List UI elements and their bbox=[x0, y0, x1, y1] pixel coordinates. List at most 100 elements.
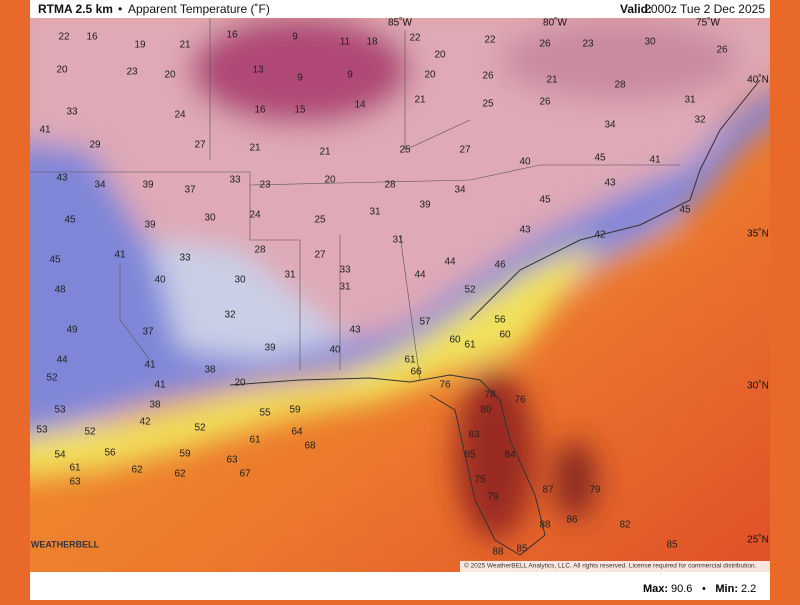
station-value: 40 bbox=[329, 345, 341, 356]
station-value: 32 bbox=[224, 310, 236, 321]
station-value: 62 bbox=[131, 465, 143, 476]
copyright: © 2025 WeatherBELL Analytics, LLC. All r… bbox=[464, 562, 757, 570]
station-value: 23 bbox=[259, 180, 271, 191]
valid-time: 2000z Tue 2 Dec 2025 bbox=[644, 2, 765, 16]
station-value: 42 bbox=[139, 417, 151, 428]
footer-bar bbox=[30, 572, 770, 600]
station-value: 31 bbox=[684, 95, 696, 106]
station-value: 33 bbox=[66, 107, 78, 118]
station-value: 21 bbox=[179, 40, 191, 51]
station-value: 21 bbox=[319, 147, 331, 158]
station-value: 30 bbox=[204, 213, 216, 224]
station-value: 45 bbox=[679, 205, 691, 216]
station-value: 22 bbox=[484, 35, 496, 46]
station-value: 29 bbox=[89, 140, 101, 151]
station-value: 61 bbox=[69, 463, 81, 474]
station-value: 18 bbox=[366, 37, 378, 48]
station-value: 16 bbox=[226, 30, 238, 41]
station-value: 64 bbox=[291, 427, 303, 438]
station-value: 23 bbox=[126, 67, 138, 78]
station-value: 49 bbox=[66, 325, 78, 336]
station-value: 23 bbox=[582, 39, 594, 50]
station-value: 27 bbox=[314, 250, 326, 261]
longitude-label: 75˚W bbox=[696, 17, 720, 29]
station-value: 52 bbox=[194, 423, 206, 434]
station-value: 33 bbox=[339, 265, 351, 276]
station-value: 19 bbox=[134, 40, 146, 51]
latitude-label: 25˚N bbox=[747, 534, 769, 546]
station-value: 85 bbox=[666, 540, 678, 551]
separator: • bbox=[118, 2, 122, 16]
station-value: 34 bbox=[454, 185, 466, 196]
station-value: 22 bbox=[409, 33, 421, 44]
station-value: 31 bbox=[392, 235, 404, 246]
station-value: 14 bbox=[354, 100, 366, 111]
map-area bbox=[30, 18, 770, 572]
station-value: 25 bbox=[482, 99, 494, 110]
station-value: 85 bbox=[464, 450, 476, 461]
station-value: 45 bbox=[594, 153, 606, 164]
station-value: 42 bbox=[594, 230, 606, 241]
station-value: 88 bbox=[539, 520, 551, 531]
station-value: 59 bbox=[179, 449, 191, 460]
station-value: 79 bbox=[487, 492, 499, 503]
separator: • bbox=[702, 583, 706, 595]
station-value: 68 bbox=[304, 441, 316, 452]
state-borders bbox=[30, 18, 680, 381]
station-value: 20 bbox=[434, 50, 446, 61]
station-value: 20 bbox=[56, 65, 68, 76]
station-value: 41 bbox=[114, 250, 126, 261]
station-value: 26 bbox=[482, 71, 494, 82]
station-value: 20 bbox=[164, 70, 176, 81]
station-value: 37 bbox=[184, 185, 196, 196]
station-value: 25 bbox=[314, 215, 326, 226]
station-value: 43 bbox=[604, 178, 616, 189]
station-value: 24 bbox=[249, 210, 261, 221]
coastline bbox=[229, 374, 546, 556]
station-value: 39 bbox=[142, 180, 154, 191]
station-value: 80 bbox=[480, 405, 492, 416]
station-value: 78 bbox=[484, 390, 496, 401]
station-value: 40 bbox=[519, 157, 531, 168]
latitude-label: 35˚N bbox=[747, 228, 769, 240]
station-value: 75 bbox=[474, 475, 486, 486]
station-value: 31 bbox=[369, 207, 381, 218]
station-value: 53 bbox=[36, 425, 48, 436]
station-value: 41 bbox=[154, 380, 166, 391]
station-value: 45 bbox=[49, 255, 61, 266]
station-value: 21 bbox=[546, 75, 558, 86]
station-value: 62 bbox=[174, 469, 186, 480]
station-value: 30 bbox=[644, 37, 656, 48]
station-value: 34 bbox=[604, 120, 616, 131]
station-value: 45 bbox=[539, 195, 551, 206]
product-name: Apparent Temperature (˚F) bbox=[128, 2, 270, 16]
station-value: 55 bbox=[259, 408, 271, 419]
station-value: 54 bbox=[54, 450, 66, 461]
station-value: 60 bbox=[449, 335, 461, 346]
station-value: 38 bbox=[149, 400, 161, 411]
station-value: 27 bbox=[194, 140, 206, 151]
temperature-field bbox=[30, 18, 770, 540]
station-value: 20 bbox=[234, 378, 246, 389]
station-value: 76 bbox=[439, 380, 451, 391]
model-name: RTMA 2.5 km bbox=[38, 2, 113, 16]
station-value: 28 bbox=[384, 180, 396, 191]
station-value: 83 bbox=[468, 430, 480, 441]
coastline bbox=[469, 79, 761, 321]
station-value: 44 bbox=[56, 355, 68, 366]
latitude-label: 30˚N bbox=[747, 380, 769, 392]
max-value: 90.6 bbox=[671, 583, 692, 595]
min-label: Min: bbox=[715, 583, 738, 595]
station-value: 56 bbox=[494, 315, 506, 326]
station-value: 20 bbox=[424, 70, 436, 81]
station-value: 26 bbox=[716, 45, 728, 56]
longitude-label: 80˚W bbox=[543, 17, 567, 29]
station-value: 52 bbox=[46, 373, 58, 384]
station-value: 88 bbox=[492, 547, 504, 558]
station-value: 9 bbox=[297, 73, 303, 84]
station-value: 15 bbox=[294, 105, 306, 116]
station-value: 37 bbox=[142, 327, 154, 338]
valid-label: Valid: bbox=[620, 2, 652, 16]
station-value: 31 bbox=[284, 270, 296, 281]
station-value: 21 bbox=[249, 143, 261, 154]
